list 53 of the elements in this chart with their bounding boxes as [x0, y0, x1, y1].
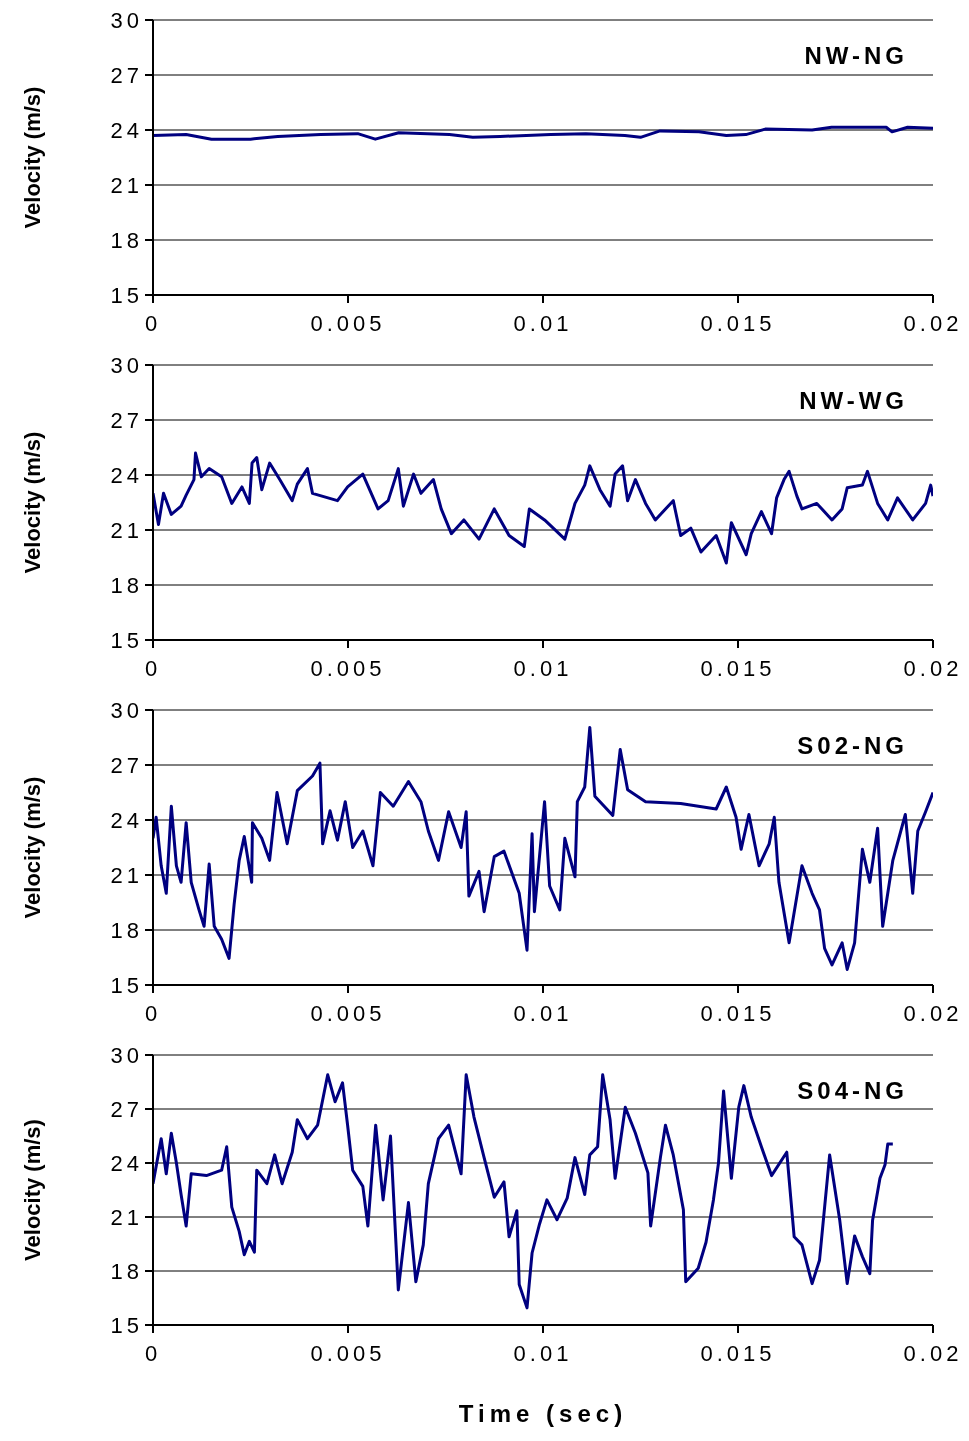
- x-tick-label: 0.02: [903, 1340, 963, 1366]
- y-tick-label: 21: [110, 517, 143, 543]
- y-tick-label: 18: [110, 917, 143, 943]
- x-tick-label: 0: [144, 310, 162, 336]
- x-tick-label: 0.015: [700, 1000, 776, 1026]
- y-tick-label: 18: [110, 572, 143, 598]
- y-axis-title: Velocity (m/s): [19, 431, 45, 574]
- x-tick-label: 0.02: [903, 655, 963, 681]
- x-tick-label: 0.02: [903, 310, 963, 336]
- y-tick-label: 27: [110, 62, 143, 88]
- y-tick-label: 30: [110, 697, 143, 723]
- y-tick-label: 15: [110, 627, 143, 653]
- y-tick-label: 18: [110, 1258, 143, 1284]
- y-tick-label: 15: [110, 1312, 143, 1338]
- x-tick-label: 0.015: [700, 655, 776, 681]
- y-tick-label: 27: [110, 407, 143, 433]
- y-tick-label: 30: [110, 7, 143, 33]
- x-tick-label: 0.015: [700, 1340, 776, 1366]
- x-tick-label: 0: [144, 1340, 162, 1366]
- x-tick-label: 0.005: [310, 655, 386, 681]
- x-tick-label: 0.005: [310, 1000, 386, 1026]
- y-tick-label: 27: [110, 1096, 143, 1122]
- x-tick-label: 0.015: [700, 310, 776, 336]
- annotation: NW-NG: [804, 42, 908, 70]
- x-tick-label: 0.005: [310, 1340, 386, 1366]
- y-tick-label: 24: [110, 117, 143, 143]
- y-tick-label: 24: [110, 462, 143, 488]
- annotation: S04-NG: [797, 1077, 908, 1105]
- x-axis-title: Time (sec): [458, 1400, 628, 1427]
- y-tick-label: 24: [110, 807, 143, 833]
- x-tick-label: 0.005: [310, 310, 386, 336]
- y-tick-label: 21: [110, 862, 143, 888]
- annotation: NW-WG: [799, 387, 908, 415]
- x-tick-label: 0.01: [513, 1340, 573, 1366]
- annotation: S02-NG: [797, 732, 908, 760]
- y-tick-label: 15: [110, 282, 143, 308]
- y-tick-label: 21: [110, 1204, 143, 1230]
- y-tick-label: 30: [110, 1042, 143, 1068]
- x-tick-label: 0.01: [513, 310, 573, 336]
- y-tick-label: 30: [110, 352, 143, 378]
- y-axis-title: Velocity (m/s): [19, 776, 45, 919]
- x-tick-label: 0.01: [513, 1000, 573, 1026]
- y-tick-label: 27: [110, 752, 143, 778]
- y-axis-title: Velocity (m/s): [19, 1119, 45, 1261]
- x-tick-label: 0.02: [903, 1000, 963, 1026]
- x-tick-label: 0.01: [513, 655, 573, 681]
- x-tick-label: 0: [144, 1000, 162, 1026]
- y-tick-label: 15: [110, 972, 143, 998]
- y-tick-label: 24: [110, 1150, 143, 1176]
- y-tick-label: 21: [110, 172, 143, 198]
- y-axis-title: Velocity (m/s): [19, 86, 45, 229]
- y-tick-label: 18: [110, 227, 143, 253]
- x-tick-label: 0: [144, 655, 162, 681]
